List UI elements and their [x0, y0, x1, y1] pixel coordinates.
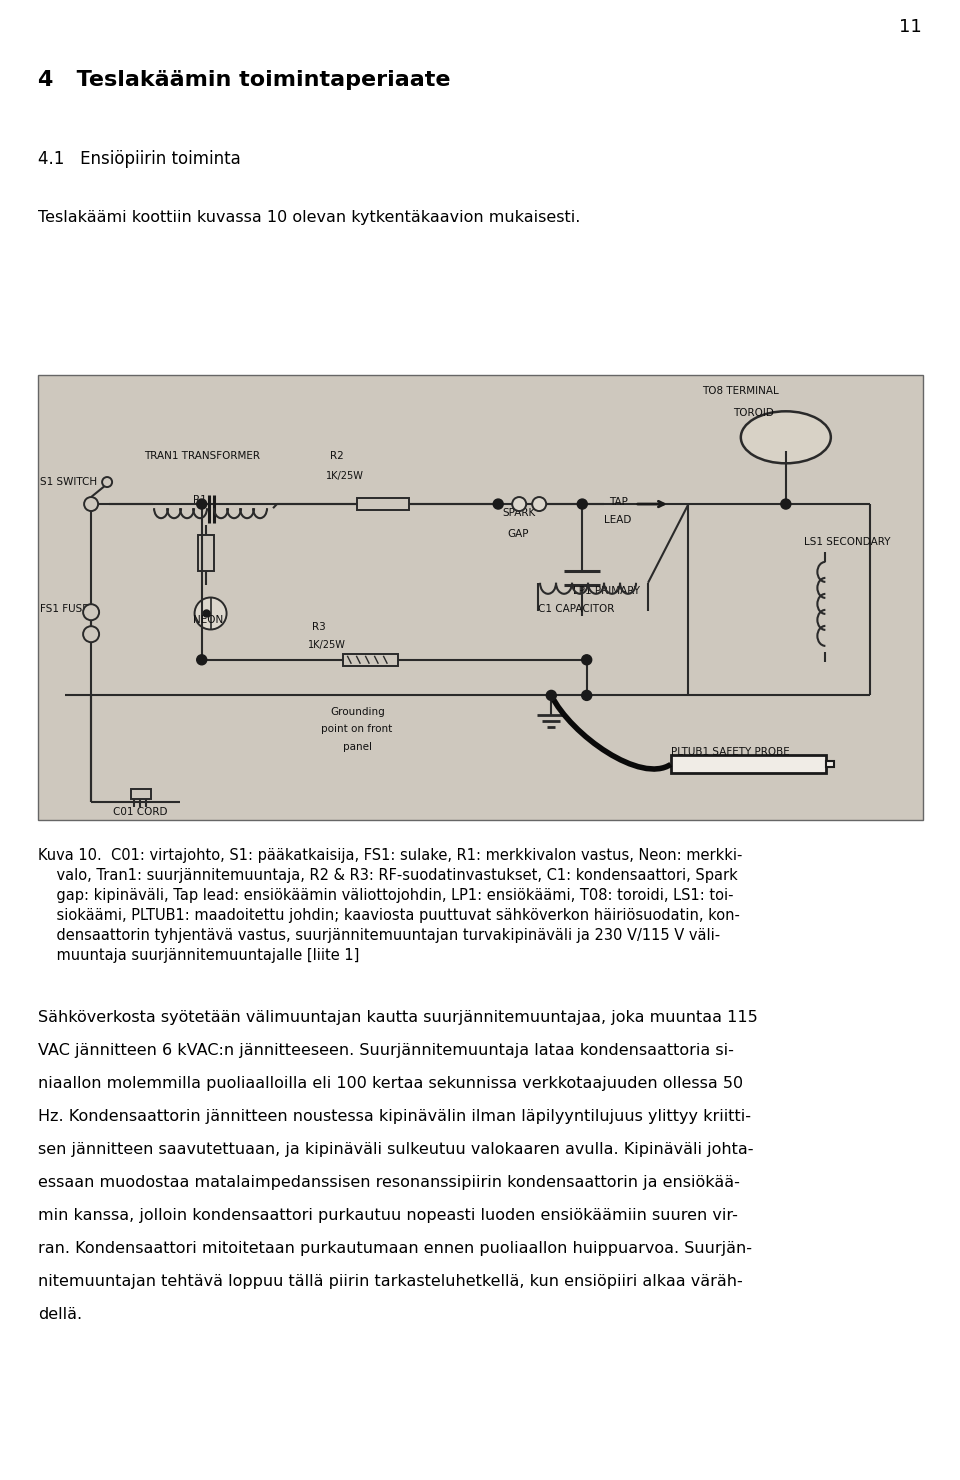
Text: LS1 SECONDARY: LS1 SECONDARY	[804, 537, 890, 548]
Text: valo, Tran1: suurjännitemuuntaja, R2 & R3: RF-suodatinvastukset, C1: kondensaatt: valo, Tran1: suurjännitemuuntaja, R2 & R…	[38, 867, 737, 884]
Text: 11: 11	[900, 18, 922, 36]
Circle shape	[197, 499, 206, 509]
Text: R3: R3	[312, 622, 326, 632]
Circle shape	[84, 497, 98, 511]
Circle shape	[197, 654, 206, 665]
Circle shape	[102, 477, 112, 487]
Text: Kuva 10.  C01: virtajohto, S1: pääkatkaisija, FS1: sulake, R1: merkkivalon vastu: Kuva 10. C01: virtajohto, S1: pääkatkais…	[38, 848, 742, 863]
Text: LEAD: LEAD	[605, 515, 632, 525]
Bar	[198, 536, 214, 571]
Circle shape	[582, 654, 591, 665]
Text: FS1 FUSE: FS1 FUSE	[39, 604, 88, 614]
Text: Grounding: Grounding	[330, 706, 385, 716]
Text: C01 CORD: C01 CORD	[113, 807, 168, 817]
Circle shape	[84, 626, 99, 642]
Circle shape	[546, 690, 556, 700]
FancyBboxPatch shape	[38, 374, 923, 820]
Text: SPARK: SPARK	[503, 509, 536, 518]
Text: C1 CAPACITOR: C1 CAPACITOR	[538, 604, 614, 614]
Text: LP1 PRIMARY: LP1 PRIMARY	[573, 586, 640, 596]
Bar	[826, 761, 834, 767]
Circle shape	[780, 499, 791, 509]
Text: 4.1   Ensiöpiirin toiminta: 4.1 Ensiöpiirin toiminta	[38, 149, 241, 169]
Ellipse shape	[741, 411, 830, 463]
Circle shape	[513, 497, 526, 511]
Text: NEON: NEON	[193, 616, 223, 625]
Text: TO8 TERMINAL: TO8 TERMINAL	[702, 386, 779, 397]
Text: PLTUB1 SAFETY PROBE: PLTUB1 SAFETY PROBE	[671, 746, 789, 756]
Text: TRAN1 TRANSFORMER: TRAN1 TRANSFORMER	[144, 450, 260, 460]
Text: nitemuuntajan tehtävä loppuu tällä piirin tarkasteluhetkellä, kun ensiöpiiri alk: nitemuuntajan tehtävä loppuu tällä piiri…	[38, 1274, 743, 1289]
Bar	[344, 654, 398, 666]
Text: essaan muodostaa matalaimpedanssisen resonanssipiirin kondensaattorin ja ensiökä: essaan muodostaa matalaimpedanssisen res…	[38, 1175, 740, 1190]
Text: 1K/25W: 1K/25W	[308, 639, 346, 650]
Circle shape	[532, 497, 546, 511]
Text: gap: kipinäväli, Tap lead: ensiökäämin väliottojohdin, LP1: ensiökäämi, T08: tor: gap: kipinäväli, Tap lead: ensiökäämin v…	[38, 888, 733, 903]
Circle shape	[577, 499, 588, 509]
Text: dellä.: dellä.	[38, 1307, 83, 1322]
Text: densaattorin tyhjentävä vastus, suurjännitemuuntajan turvakipinäväli ja 230 V/11: densaattorin tyhjentävä vastus, suurjänn…	[38, 928, 720, 943]
Circle shape	[195, 598, 227, 629]
Text: Hz. Kondensaattorin jännitteen noustessa kipinävälin ilman läpilyyntilujuus ylit: Hz. Kondensaattorin jännitteen noustessa…	[38, 1109, 751, 1123]
Text: niaallon molemmilla puoliaalloilla eli 100 kertaa sekunnissa verkkotaajuuden oll: niaallon molemmilla puoliaalloilla eli 1…	[38, 1076, 743, 1091]
Text: VAC jännitteen 6 kVAC:n jännitteeseen. Suurjännitemuuntaja lataa kondensaattoria: VAC jännitteen 6 kVAC:n jännitteeseen. S…	[38, 1043, 733, 1058]
Circle shape	[84, 604, 99, 620]
Text: point on front: point on front	[322, 724, 393, 734]
Text: TAP: TAP	[609, 497, 628, 508]
Bar	[356, 499, 409, 511]
Text: 1K/25W: 1K/25W	[325, 471, 364, 481]
Circle shape	[493, 499, 503, 509]
Text: S1 SWITCH: S1 SWITCH	[39, 478, 97, 487]
Text: Teslakäämi koottiin kuvassa 10 olevan kytkentäkaavion mukaisesti.: Teslakäämi koottiin kuvassa 10 olevan ky…	[38, 210, 581, 225]
Text: TOROID: TOROID	[732, 408, 774, 419]
Text: GAP: GAP	[507, 528, 529, 539]
Text: muuntaja suurjännitemuuntajalle [liite 1]: muuntaja suurjännitemuuntajalle [liite 1…	[38, 949, 359, 963]
Bar	[671, 755, 826, 774]
Text: min kanssa, jolloin kondensaattori purkautuu nopeasti luoden ensiökäämiin suuren: min kanssa, jolloin kondensaattori purka…	[38, 1208, 738, 1222]
Circle shape	[582, 690, 591, 700]
Text: siokäämi, PLTUB1: maadoitettu johdin; kaaviosta puuttuvat sähköverkon häiriösuod: siokäämi, PLTUB1: maadoitettu johdin; ka…	[38, 909, 740, 924]
Text: Sähköverkosta syötetään välimuuntajan kautta suurjännitemuuntajaa, joka muuntaa : Sähköverkosta syötetään välimuuntajan ka…	[38, 1009, 757, 1026]
Text: R1: R1	[193, 496, 206, 505]
Text: R2: R2	[330, 450, 344, 460]
Text: sen jännitteen saavutettuaan, ja kipinäväli sulkeutuu valokaaren avulla. Kipinäv: sen jännitteen saavutettuaan, ja kipinäv…	[38, 1143, 754, 1157]
Text: 4   Teslakäämin toimintaperiaate: 4 Teslakäämin toimintaperiaate	[38, 70, 450, 90]
Bar	[131, 789, 151, 799]
Text: panel: panel	[344, 741, 372, 752]
Circle shape	[204, 610, 210, 617]
Text: ran. Kondensaattori mitoitetaan purkautumaan ennen puoliaallon huippuarvoa. Suur: ran. Kondensaattori mitoitetaan purkautu…	[38, 1242, 752, 1257]
